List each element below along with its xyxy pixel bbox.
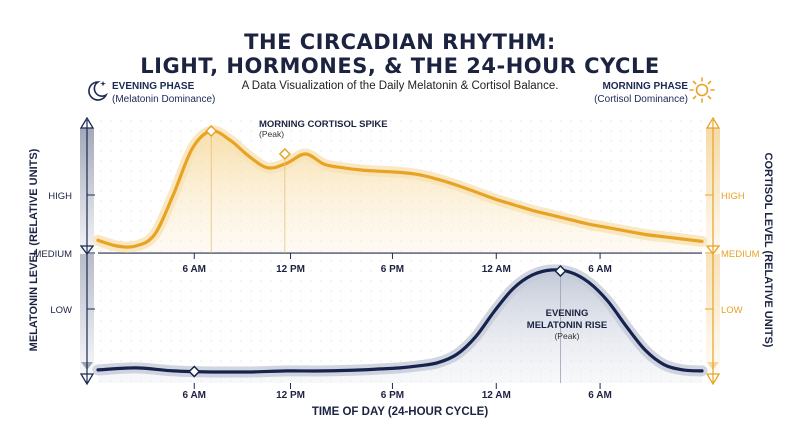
x-tick-label-lower-4: 6 AM: [588, 390, 612, 401]
x-tick-label-upper-4: 6 AM: [588, 264, 612, 275]
x-tick-label-upper-2: 6 PM: [381, 264, 404, 275]
melatonin-side-tick-1: MEDIUM: [33, 249, 72, 260]
melatonin-annotation-label1: EVENING: [546, 308, 589, 319]
melatonin-annotation-sub: (Peak): [554, 331, 579, 341]
melatonin-line: [96, 268, 704, 374]
cortisol-secondary-marker: [278, 147, 291, 161]
axis-ticks: 6 AM 6 AM 12 PM 12 PM 6 PM 6 PM 12 AM 12 AM 6 AM…: [33, 191, 759, 401]
sun-icon: [688, 76, 716, 109]
x-tick-label-lower-2: 6 PM: [381, 390, 404, 401]
chart-subtitle: A Data Visualization of the Daily Melato…: [241, 80, 559, 92]
melatonin-annotation-label2: MELATONIN RISE: [527, 320, 607, 331]
right-axis: [705, 116, 721, 386]
x-tick-label-upper-1: 12 PM: [276, 264, 305, 275]
x-tick-label-upper-3: 12 AM: [482, 264, 511, 275]
x-tick-label-upper-0: 6 AM: [182, 264, 206, 275]
x-tick-label-lower-1: 12 PM: [276, 390, 305, 401]
evening-phase-legend: EVENING PHASE (Melatonin Dominance): [112, 80, 215, 106]
cortisol-annotation-label: MORNING CORTISOL SPIKE: [259, 119, 388, 130]
evening-phase-sub: (Melatonin Dominance): [112, 94, 216, 105]
melatonin-axis-label: MELATONIN LEVEL (RELATIVE UNITS): [28, 148, 40, 351]
chart-title-line2: LIGHT, HORMONES, & THE 24-HOUR CYCLE: [140, 54, 660, 78]
melatonin-side-tick-0: HIGH: [48, 191, 72, 202]
left-axis: [79, 116, 95, 386]
melatonin-tick-0: LOW: [50, 305, 72, 316]
cortisol-axis-label: CORTISOL LEVEL (RELATIVE UNITS): [762, 153, 774, 348]
moon-stars-icon: [84, 78, 110, 109]
x-tick-label-lower-3: 12 AM: [482, 390, 511, 401]
melatonin-secondary-marker: [188, 365, 201, 378]
cortisol-annotation-sub: (Peak): [259, 129, 284, 139]
evening-phase-title: EVENING PHASE: [112, 81, 195, 92]
cortisol-series: MORNING CORTISOL SPIKE(Peak): [92, 119, 708, 253]
morning-phase-legend: MORNING PHASE (Cortisol Dominance): [594, 80, 688, 106]
cortisol-tick-0: HIGH: [721, 191, 745, 202]
cortisol-tick-1: MEDIUM: [721, 249, 760, 260]
cortisol-low-tick-0: LOW: [721, 305, 743, 316]
morning-phase-title: MORNING PHASE: [602, 81, 688, 92]
morning-phase-sub: (Cortisol Dominance): [594, 94, 688, 105]
cortisol-peak-marker: [205, 124, 218, 138]
melatonin-peak-marker: [554, 264, 567, 278]
x-tick-label-lower-0: 6 AM: [182, 390, 206, 401]
melatonin-area: [98, 269, 702, 383]
x-axis-label: TIME OF DAY (24-HOUR CYCLE): [312, 406, 489, 418]
chart-title-line1: THE CIRCADIAN RHYTHM:: [244, 30, 556, 54]
cortisol-line: [96, 129, 704, 249]
